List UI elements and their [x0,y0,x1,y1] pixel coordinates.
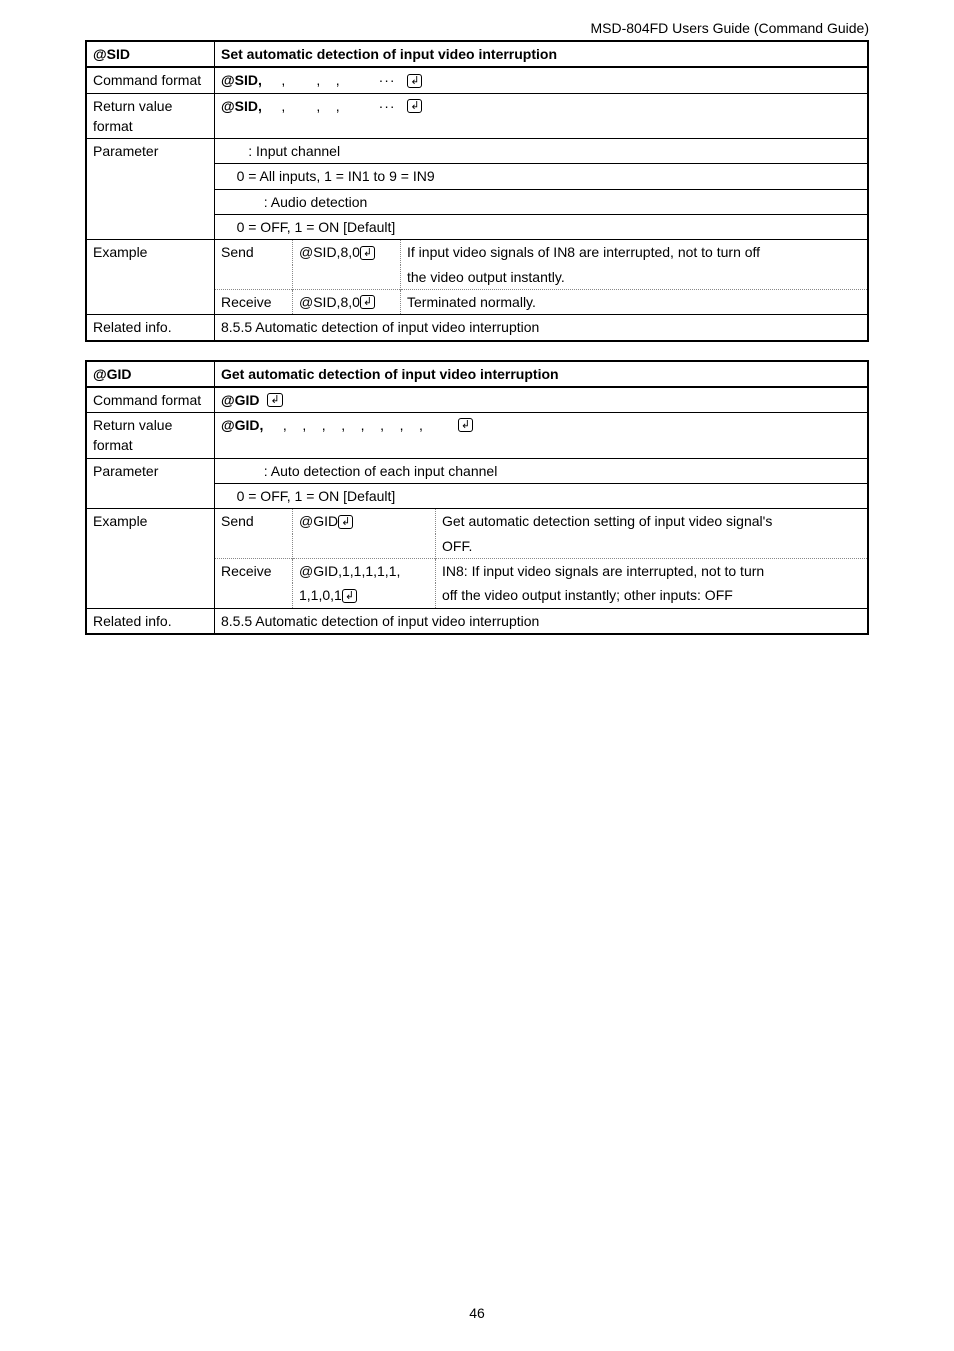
gid-parameter-label: Parameter [86,458,215,509]
gid-receive-cmd2-text: 1,1,0,1 [299,587,342,603]
gid-command-prefix: @GID [221,392,260,408]
sid-related-text: 8.5.5 Automatic detection of input video… [215,315,869,341]
sid-parameter-label: Parameter [86,139,215,240]
sid-param1-range: 0 = All inputs, 1 = IN1 to 9 = IN9 [215,164,869,189]
sid-command-prefix: @SID, [221,72,262,88]
sid-example-label: Example [86,240,215,315]
sid-param1-label: : Input channel [215,139,869,164]
gid-desc: Get automatic detection of input video i… [215,361,869,387]
gid-example-label: Example [86,509,215,608]
gid-param1-label: : Auto detection of each input channel [215,458,869,483]
gid-return-prefix: @GID, [221,417,263,433]
gid-receive-cmd1: @GID,1,1,1,1,1, [293,558,436,583]
gid-param1-range: 0 = OFF, 1 = ON [Default] [215,484,869,509]
sid-receive-cmd-text: @SID,8,0 [299,294,360,310]
gid-return-line: @GID, , , , , , , , , ↲ [215,413,869,459]
gid-send-cmd: @GID↲ [293,509,436,558]
sid-example-cell: Send @SID,8,0↲ If input video signals of… [215,240,869,315]
sid-return-line: @SID, , , , ··· ↲ [215,93,869,139]
sid-return-text: Return value format [93,98,172,134]
gid-receive-label: Receive [215,558,293,607]
sid-param1-text: : Input channel [248,143,340,159]
enter-icon: ↲ [360,295,375,309]
gid-send-desc2: OFF. [436,534,868,559]
enter-icon: ↲ [407,99,422,113]
gid-send-cmd-text: @GID [299,513,338,529]
sid-send-cmd: @SID,8,0↲ [293,240,401,289]
gid-command-format-text: Command format [93,392,201,408]
sid-table: @SID Set automatic detection of input vi… [85,40,869,342]
enter-icon: ↲ [360,246,375,260]
gid-send-desc1: Get automatic detection setting of input… [436,509,868,533]
gid-receive-desc2: off the video output instantly; other in… [436,583,868,607]
gid-example-cell: Send @GID↲ Get automatic detection setti… [215,509,869,608]
sid-command-format-label: Command format [86,67,215,93]
enter-icon: ↲ [267,393,282,407]
sid-param2-range: 0 = OFF, 1 = ON [Default] [215,215,869,240]
sid-command-format-text: Command format [93,72,201,88]
gid-receive-desc1: IN8: If input video signals are interrup… [436,558,868,583]
enter-icon: ↲ [407,74,422,88]
enter-icon: ↲ [338,515,353,529]
sid-return-dots: ··· [379,98,396,114]
sid-return-label: Return value format [86,93,215,139]
page-number: 46 [0,1305,954,1321]
gid-return-text: Return value format [93,417,172,453]
gid-table: @GID Get automatic detection of input vi… [85,360,869,635]
gid-param1-text: : Auto detection of each input channel [264,463,498,479]
sid-receive-label: Receive [215,289,293,314]
sid-receive-cmd: @SID,8,0↲ [293,289,401,314]
sid-related-label: Related info. [86,315,215,341]
sid-command-dots: ··· [379,72,396,88]
sid-command-line: @SID, , , , ··· ↲ [215,67,869,93]
sid-return-prefix: @SID, [221,98,262,114]
sid-key: @SID [86,41,215,67]
sid-param1-range-text: 0 = All inputs, 1 = IN1 to 9 = IN9 [237,168,435,184]
gid-command-format-label: Command format [86,387,215,413]
sid-receive-desc: Terminated normally. [401,289,868,314]
sid-send-cmd-text: @SID,8,0 [299,244,360,260]
enter-icon: ↲ [458,418,473,432]
page-header: MSD-804FD Users Guide (Command Guide) [85,20,869,36]
gid-related-text: 8.5.5 Automatic detection of input video… [215,608,869,634]
gid-related-label: Related info. [86,608,215,634]
sid-param2-label: : Audio detection [215,189,869,214]
gid-send-label: Send [215,509,293,558]
gid-key: @GID [86,361,215,387]
gid-param1-range-text: 0 = OFF, 1 = ON [Default] [237,488,396,504]
enter-icon: ↲ [342,589,357,603]
gid-return-label: Return value format [86,413,215,459]
sid-send-label: Send [215,240,293,289]
sid-desc: Set automatic detection of input video i… [215,41,869,67]
sid-param2-range-text: 0 = OFF, 1 = ON [Default] [237,219,396,235]
gid-command-line: @GID ↲ [215,387,869,413]
sid-send-desc1: If input video signals of IN8 are interr… [401,240,868,264]
sid-send-desc2: the video output instantly. [401,265,868,290]
sid-param2-text: : Audio detection [264,194,368,210]
gid-receive-cmd2: 1,1,0,1↲ [293,583,436,607]
